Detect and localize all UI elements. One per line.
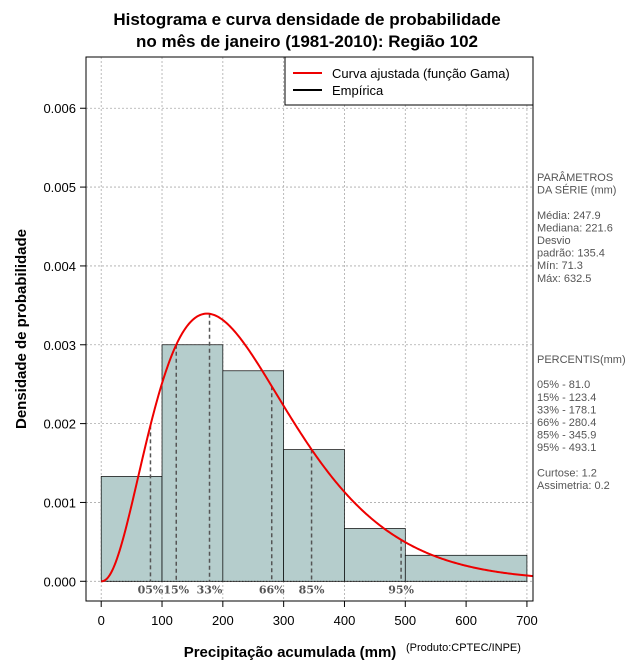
- percentile-label-5: 95%: [388, 583, 414, 596]
- params-line-7: Mín: 71.3: [537, 260, 583, 272]
- y-tick-label-0: 0.000: [43, 574, 76, 589]
- percentis-line-6: 85% - 345.9: [537, 430, 596, 442]
- chart-title-line1: Histograma e curva densidade de probabil…: [113, 10, 500, 29]
- x-tick-label-7: 700: [516, 613, 538, 628]
- histogram-bar-1: [161, 344, 224, 582]
- legend-box: [284, 56, 534, 106]
- percentis-line-3: 15% - 123.4: [537, 392, 596, 404]
- histogram-bars: [100, 344, 528, 582]
- x-tick-label-5: 500: [394, 613, 416, 628]
- legend-label-empirical: Empírica: [332, 83, 384, 98]
- params-line-5: Desvio: [537, 235, 571, 247]
- chart-title-line2: no mês de janeiro (1981-2010): Região 10…: [136, 32, 478, 51]
- x-tick-label-0: 0: [98, 613, 105, 628]
- percentis-line-2: 05% - 81.0: [537, 379, 590, 391]
- histogram-bar-5: [404, 554, 528, 582]
- x-tick-label-6: 600: [455, 613, 477, 628]
- percentile-label-3: 66%: [259, 583, 285, 596]
- x-tick-label-1: 100: [151, 613, 173, 628]
- y-tick-label-3: 0.003: [43, 338, 76, 353]
- percentile-markers: 05% 15% 33% 66% 85% 95%: [138, 313, 415, 596]
- y-tick-label-5: 0.005: [43, 180, 76, 195]
- histogram-bar-0: [100, 476, 163, 582]
- params-line-6: padrão: 135.4: [537, 248, 605, 260]
- params-line-1: DA SÉRIE (mm): [537, 184, 616, 197]
- percentis-line-9: Curtose: 1.2: [537, 467, 597, 479]
- y-axis: 0.000 0.001 0.002 0.003 0.004 0.005 0.006: [43, 101, 87, 589]
- percentile-label-0: 05%: [138, 583, 164, 596]
- percentis-line-7: 95% - 493.1: [537, 442, 596, 454]
- y-axis-label: Densidade de probabilidade: [13, 229, 30, 429]
- legend: Curva ajustada (função Gama) Empírica: [284, 56, 534, 106]
- y-tick-label-1: 0.001: [43, 495, 76, 510]
- x-tick-label-2: 200: [212, 613, 234, 628]
- gamma-fit-curve: [101, 312, 534, 583]
- params-line-3: Média: 247.9: [537, 210, 601, 222]
- series-parameters-panel: PARÂMETROS DA SÉRIE (mm) Média: 247.9Medi…: [537, 171, 616, 285]
- y-tick-label-2: 0.002: [43, 417, 76, 432]
- x-tick-label-3: 300: [273, 613, 295, 628]
- credit-label: (Produto:CPTEC/INPE): [406, 642, 521, 654]
- percentile-label-4: 85%: [299, 583, 325, 596]
- x-axis-label: Precipitação acumulada (mm): [184, 644, 397, 660]
- params-line-4: Mediana: 221.6: [537, 222, 613, 234]
- percentis-line-0: PERCENTIS(mm): [537, 354, 626, 366]
- gamma-curve-layer: [101, 312, 534, 583]
- percentiles-panel: PERCENTIS(mm) 05% - 81.015% - 123.433% - …: [537, 354, 626, 492]
- y-tick-label-6: 0.006: [43, 101, 76, 116]
- y-tick-label-4: 0.004: [43, 259, 76, 274]
- params-line-8: Máx: 632.5: [537, 273, 591, 285]
- x-tick-label-4: 400: [334, 613, 356, 628]
- x-axis: 0 100 200 300 400 500 600 700: [98, 600, 538, 628]
- histogram-bar-3: [283, 449, 345, 582]
- percentile-label-2: 33%: [197, 583, 223, 596]
- percentis-line-10: Assimetria: 0.2: [537, 480, 610, 492]
- histogram-bar-2: [222, 370, 285, 582]
- percentile-label-1: 15%: [163, 583, 189, 596]
- percentis-line-5: 66% - 280.4: [537, 417, 596, 429]
- percentis-line-4: 33% - 178.1: [537, 404, 596, 416]
- params-line-0: PARÂMETROS: [537, 171, 613, 184]
- legend-label-fitted-curve: Curva ajustada (função Gama): [332, 66, 510, 81]
